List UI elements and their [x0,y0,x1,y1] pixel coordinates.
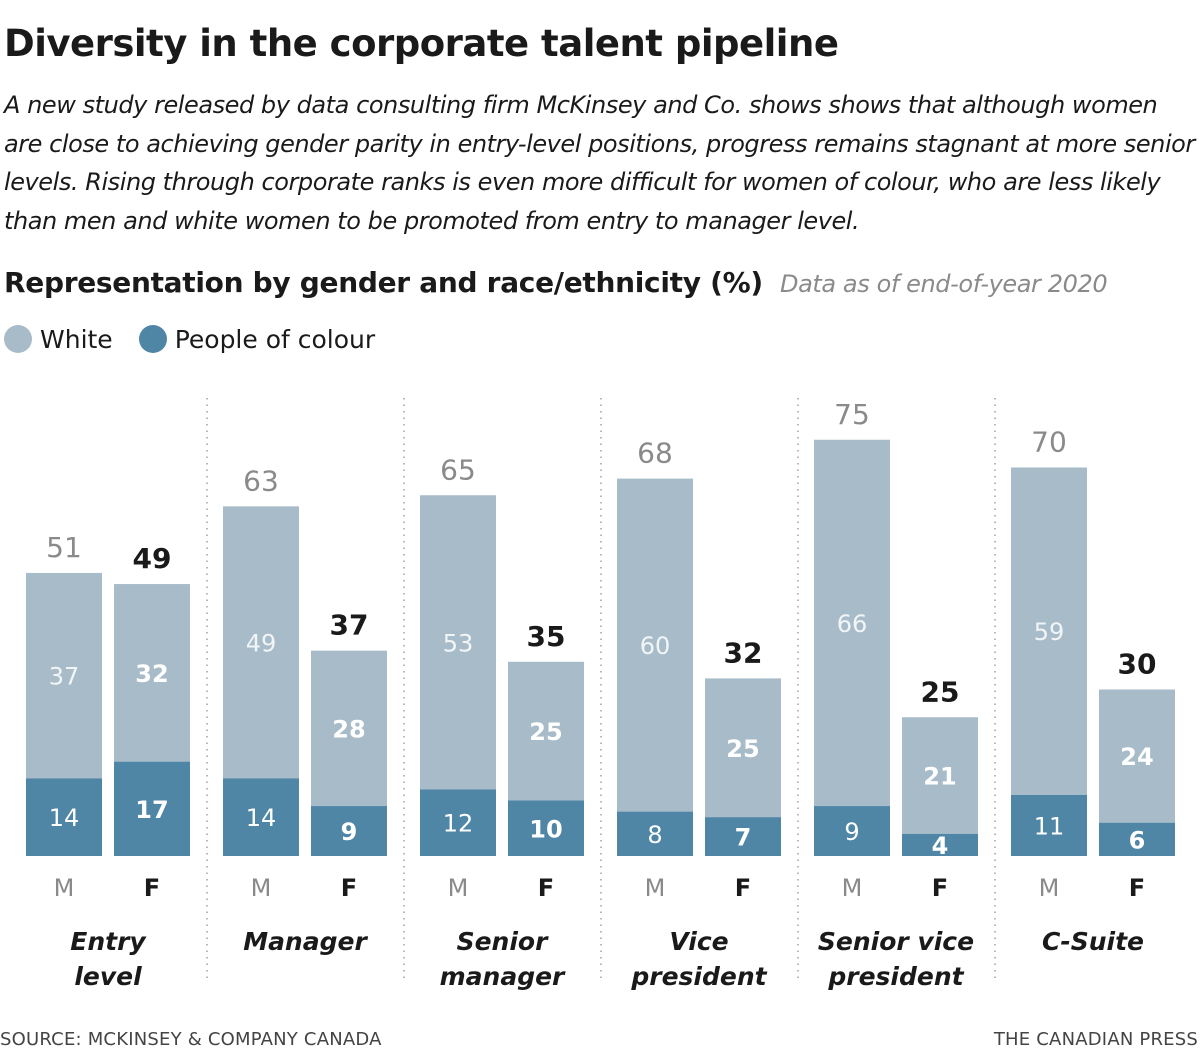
category-label: president [630,962,767,991]
bar-white-m [223,506,299,779]
bar-poc-m [814,806,890,856]
category-label: president [827,962,964,991]
category-label: Senior vice [818,927,974,956]
label-white-m: 53 [443,629,474,657]
label-poc-m: 8 [647,821,662,849]
gender-label-f: F [1129,874,1145,902]
chart-subtitle: Representation by gender and race/ethnic… [4,266,763,299]
bar-poc-f [508,800,584,856]
bar-poc-f [902,833,978,856]
label-poc-f: 4 [932,832,949,860]
label-poc-m: 11 [1034,812,1065,840]
gender-label-f: F [735,874,751,902]
label-white-m: 60 [640,632,671,660]
bar-white-m [1011,467,1087,795]
legend-item-white: White [4,325,113,354]
label-poc-m: 9 [844,818,859,846]
bar-white-f [1099,689,1175,823]
legend-label-white: White [40,324,113,354]
source-note: SOURCE: MCKINSEY & COMPANY CANADA [0,1029,382,1050]
label-total-m: 65 [440,453,476,486]
bar-white-f [705,678,781,818]
label-white-f: 24 [1120,743,1153,771]
credit-note: THE CANADIAN PRESS [993,1029,1198,1050]
category-label: Entry [70,927,147,956]
bar-poc-m [26,778,102,856]
label-white-m: 59 [1034,618,1065,646]
bar-poc-f [1099,822,1175,856]
gender-label-m: M [842,874,863,902]
data-date-note: Data as of end-of-year 2020 [780,270,1108,298]
stacked-bar-chart: 371451M321749FEntrylevel491463M28937FMan… [26,398,1175,991]
bar-poc-f [114,761,190,856]
category-label: level [74,962,142,991]
label-white-f: 32 [135,660,168,688]
legend-item-people-of-colour: People of colour [138,324,376,354]
legend-label-people-of-colour: People of colour [174,324,376,354]
gender-label-f: F [932,874,948,902]
bar-white-m [814,439,890,807]
label-poc-f: 6 [1129,826,1146,854]
gender-label-m: M [54,874,75,902]
label-poc-f: 10 [529,815,562,843]
bar-poc-m [223,778,299,856]
label-total-m: 63 [243,464,279,497]
label-total-f: 35 [527,620,566,653]
label-poc-f: 9 [341,818,358,846]
label-total-m: 68 [637,437,673,470]
label-white-f: 25 [529,718,562,746]
bar-white-m [420,495,496,790]
gender-label-f: F [341,874,357,902]
label-poc-f: 7 [735,824,752,852]
gender-label-m: M [1039,874,1060,902]
label-poc-f: 17 [135,796,168,824]
label-poc-m: 12 [443,810,474,838]
gender-label-m: M [448,874,469,902]
legend: White People of colour [4,322,401,356]
bar-poc-m [617,811,693,856]
label-white-m: 37 [49,663,80,691]
bar-white-f [902,717,978,834]
gender-label-m: M [645,874,666,902]
label-total-f: 25 [921,675,960,708]
category-label: Manager [243,927,368,956]
bar-white-m [26,572,102,779]
category-label: manager [440,962,566,991]
bar-poc-m [420,789,496,856]
bar-white-m [617,478,693,812]
category-label: Vice [669,927,728,956]
label-total-m: 51 [46,531,82,564]
category-label: Senior [457,927,550,956]
label-white-f: 21 [923,763,956,791]
gender-label-f: F [144,874,160,902]
chart-title: Diversity in the corporate talent pipeli… [4,22,839,65]
label-white-f: 28 [332,715,365,743]
gender-label-m: M [251,874,272,902]
label-white-f: 25 [726,735,759,763]
bar-white-f [311,650,387,807]
bar-poc-m [1011,794,1087,856]
label-poc-m: 14 [246,804,277,832]
bar-poc-f [705,817,781,856]
category-label: C-Suite [1042,927,1144,956]
legend-swatch-people-of-colour [138,325,167,353]
gender-label-f: F [538,874,554,902]
label-white-m: 49 [246,629,277,657]
label-total-m: 70 [1031,426,1067,459]
label-white-m: 66 [837,610,868,638]
bar-poc-f [311,806,387,856]
label-total-m: 75 [834,398,870,431]
label-poc-m: 14 [49,804,80,832]
label-total-f: 37 [330,609,369,642]
bar-white-f [114,584,190,762]
legend-swatch-white [4,325,32,353]
bar-white-f [508,661,584,801]
label-total-f: 30 [1118,648,1157,681]
label-total-f: 49 [133,542,172,575]
intro-text: A new study released by data consulting … [4,91,1195,235]
label-total-f: 32 [724,636,763,669]
